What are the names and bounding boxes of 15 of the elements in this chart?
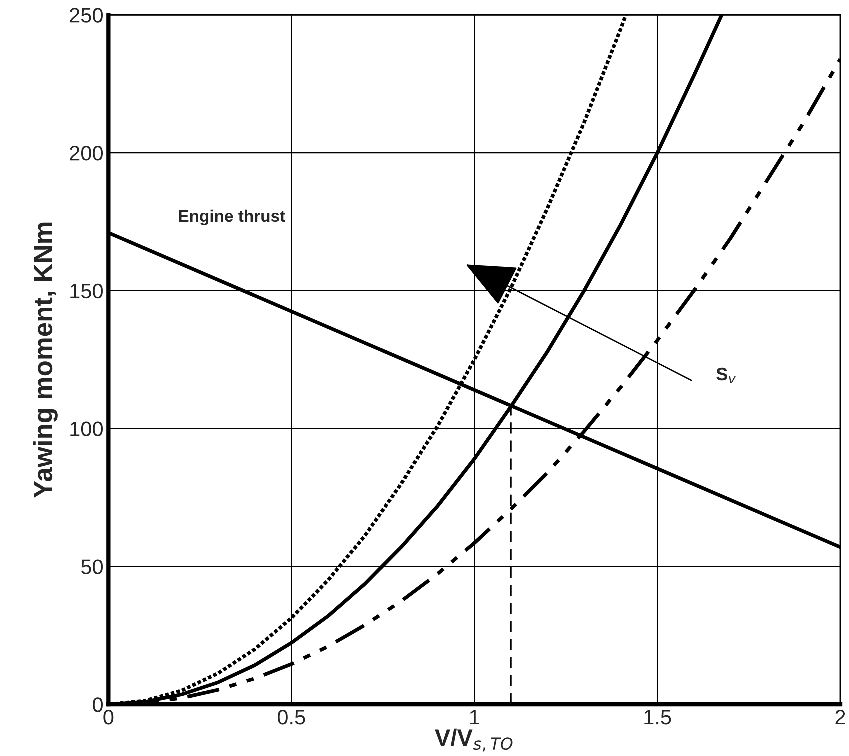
y-tick-label: 200 (70, 146, 103, 161)
x-axis-title: V/V$_{s,TO}$ (435, 728, 513, 752)
y-tick-label: 50 (81, 560, 103, 574)
y-tick-label: 0 (93, 698, 103, 712)
x-tick-label: 0.5 (278, 710, 306, 725)
y-tick-label: 100 (70, 422, 103, 437)
text: Engine thrust (179, 210, 286, 226)
annotation: S$_{v}$ (716, 368, 736, 384)
y-tick-label: 250 (70, 8, 103, 23)
x-tick-label: 1 (470, 710, 480, 725)
x-tick-label: 1.5 (644, 710, 672, 725)
y-axis-title: Yawing moment, KNm (33, 222, 58, 498)
x-tick-label: 0 (104, 710, 114, 725)
x-tick-label: 2 (836, 710, 846, 725)
y-tick-label: 150 (70, 284, 103, 299)
